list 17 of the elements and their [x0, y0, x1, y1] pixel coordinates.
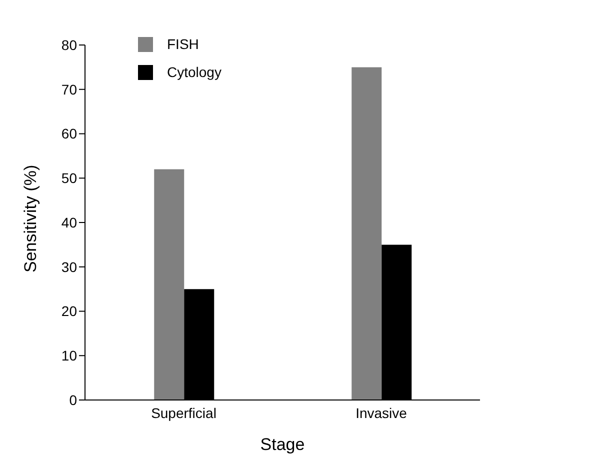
- legend-label: Cytology: [167, 64, 222, 80]
- x-axis-title: Stage: [260, 435, 305, 454]
- bar: [352, 67, 382, 400]
- y-tick-label: 20: [61, 303, 78, 320]
- y-tick-label: 70: [61, 81, 78, 98]
- y-tick-label: 10: [61, 348, 78, 364]
- legend-label: FISH: [167, 36, 199, 52]
- y-axis-title: Sensitivity (%): [21, 164, 40, 272]
- bar: [154, 169, 184, 400]
- x-tick-label: Invasive: [356, 404, 408, 421]
- y-tick-label: 40: [61, 214, 78, 230]
- y-tick-label: 0: [69, 392, 78, 408]
- y-tick-label: 50: [61, 170, 78, 186]
- y-tick-label: 30: [61, 258, 78, 275]
- x-tick-label: Superficial: [151, 404, 216, 421]
- y-tick-label: 80: [61, 36, 78, 53]
- y-tick-label: 60: [61, 126, 78, 142]
